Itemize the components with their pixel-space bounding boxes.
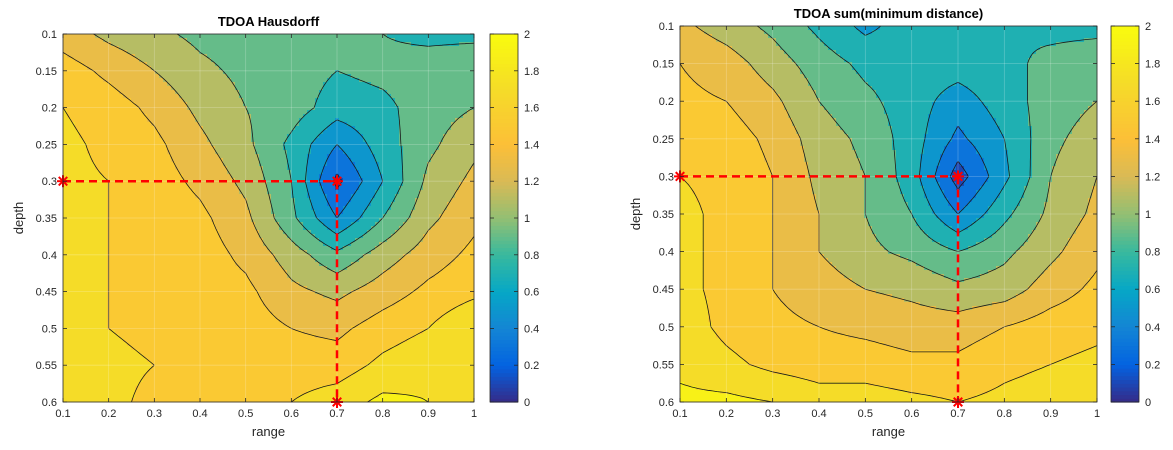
colorbar-tick-label: 0.8 bbox=[524, 250, 539, 262]
colorbar-tick-label: 0.6 bbox=[524, 287, 539, 299]
y-tick-label: 0.5 bbox=[42, 323, 57, 335]
colorbar-tick-label: 0.2 bbox=[1145, 359, 1160, 371]
y-tick-label: 0.2 bbox=[42, 103, 57, 115]
y-tick-label: 0.55 bbox=[36, 360, 57, 372]
colorbar-tick-label: 0 bbox=[1145, 397, 1151, 409]
colorbar-tick-label: 1.4 bbox=[524, 139, 539, 151]
x-tick-label: 0.5 bbox=[858, 408, 873, 420]
x-tick-label: 0.7 bbox=[329, 408, 344, 420]
x-tick-label: 0.1 bbox=[55, 408, 70, 420]
colorbar-tick-label: 1.2 bbox=[1145, 171, 1160, 183]
red-star-marker bbox=[331, 175, 343, 187]
y-tick-label: 0.15 bbox=[653, 59, 674, 71]
colorbar-tick-label: 0.8 bbox=[1145, 247, 1160, 259]
y-tick-label: 0.25 bbox=[653, 134, 674, 146]
y-axis-label: depth bbox=[628, 198, 643, 231]
colorbar-tick-label: 1 bbox=[524, 213, 530, 225]
colorbar-tick-label: 0 bbox=[524, 397, 530, 409]
colorbar: 0 0.2 0.4 0.6 0.8 1 1.2 1.4 1.6 1.8 2 bbox=[1111, 21, 1160, 409]
x-tick-label: 0.9 bbox=[1043, 408, 1058, 420]
chart-title: TDOA Hausdorff bbox=[218, 14, 320, 29]
y-tick-label: 0.5 bbox=[659, 322, 674, 334]
colorbar-tick-label: 2 bbox=[524, 29, 530, 41]
colorbar: 0 0.2 0.4 0.6 0.8 1 1.2 1.4 1.6 1.8 2 bbox=[490, 29, 539, 409]
y-tick-label: 0.55 bbox=[653, 359, 674, 371]
colorbar-tick-label: 0.4 bbox=[524, 323, 539, 335]
colorbar-tick-label: 1.4 bbox=[1145, 134, 1160, 146]
x-tick-label: 0.6 bbox=[284, 408, 299, 420]
x-tick-label: 0.2 bbox=[719, 408, 734, 420]
colorbar-tick-label: 1.8 bbox=[524, 66, 539, 78]
x-tick-label: 0.1 bbox=[672, 408, 687, 420]
y-tick-label: 0.15 bbox=[36, 66, 57, 78]
y-tick-label: 0.35 bbox=[653, 209, 674, 221]
colorbar-tick-label: 2 bbox=[1145, 21, 1151, 33]
x-tick-label: 0.6 bbox=[904, 408, 919, 420]
contour-panel-1: 0.1 0.2 0.3 0.4 0.5 0.6 0.7 0.8 0.9 1 0.1 0.15 0.2 0.… bbox=[11, 14, 539, 439]
y-tick-label: 0.4 bbox=[659, 247, 674, 259]
y-tick-label: 0.45 bbox=[36, 287, 57, 299]
colorbar-tick-label: 1 bbox=[1145, 209, 1151, 221]
x-tick-label: 0.3 bbox=[147, 408, 162, 420]
colorbar-tick-label: 0.6 bbox=[1145, 284, 1160, 296]
colorbar-tick-label: 1.2 bbox=[524, 176, 539, 188]
colorbar-tick-label: 1.6 bbox=[524, 103, 539, 115]
colorbar-tick-label: 0.4 bbox=[1145, 322, 1160, 334]
x-tick-label: 0.4 bbox=[811, 408, 826, 420]
y-tick-label: 0.6 bbox=[42, 397, 57, 409]
red-star-marker bbox=[952, 170, 964, 182]
x-tick-label: 0.3 bbox=[765, 408, 780, 420]
colorbar-tick-label: 1.8 bbox=[1145, 59, 1160, 71]
x-axis-label: range bbox=[872, 424, 905, 439]
chart-title: TDOA sum(minimum distance) bbox=[794, 6, 983, 21]
y-tick-label: 0.1 bbox=[42, 29, 57, 41]
y-tick-label: 0.25 bbox=[36, 139, 57, 151]
x-tick-label: 1 bbox=[1094, 408, 1100, 420]
y-tick-label: 0.35 bbox=[36, 213, 57, 225]
x-tick-label: 0.8 bbox=[375, 408, 390, 420]
y-tick-label: 0.3 bbox=[659, 171, 674, 183]
y-tick-label: 0.3 bbox=[42, 176, 57, 188]
x-tick-label: 0.5 bbox=[238, 408, 253, 420]
y-axis-label: depth bbox=[11, 202, 26, 235]
x-tick-label: 0.4 bbox=[192, 408, 207, 420]
x-tick-label: 0.2 bbox=[101, 408, 116, 420]
colorbar-tick-label: 0.2 bbox=[524, 360, 539, 372]
y-tick-label: 0.4 bbox=[42, 250, 57, 262]
x-axis-label: range bbox=[252, 424, 285, 439]
y-tick-label: 0.1 bbox=[659, 21, 674, 33]
y-tick-label: 0.6 bbox=[659, 397, 674, 409]
colorbar-tick-label: 1.6 bbox=[1145, 96, 1160, 108]
y-tick-label: 0.2 bbox=[659, 96, 674, 108]
y-tick-label: 0.45 bbox=[653, 284, 674, 296]
contour-panel-2: 0.1 0.2 0.3 0.4 0.5 0.6 0.7 0.8 0.9 1 0.1 0.15 0.2 0.… bbox=[628, 6, 1160, 439]
x-tick-label: 1 bbox=[471, 408, 477, 420]
x-tick-label: 0.7 bbox=[950, 408, 965, 420]
x-tick-label: 0.8 bbox=[997, 408, 1012, 420]
x-tick-label: 0.9 bbox=[421, 408, 436, 420]
